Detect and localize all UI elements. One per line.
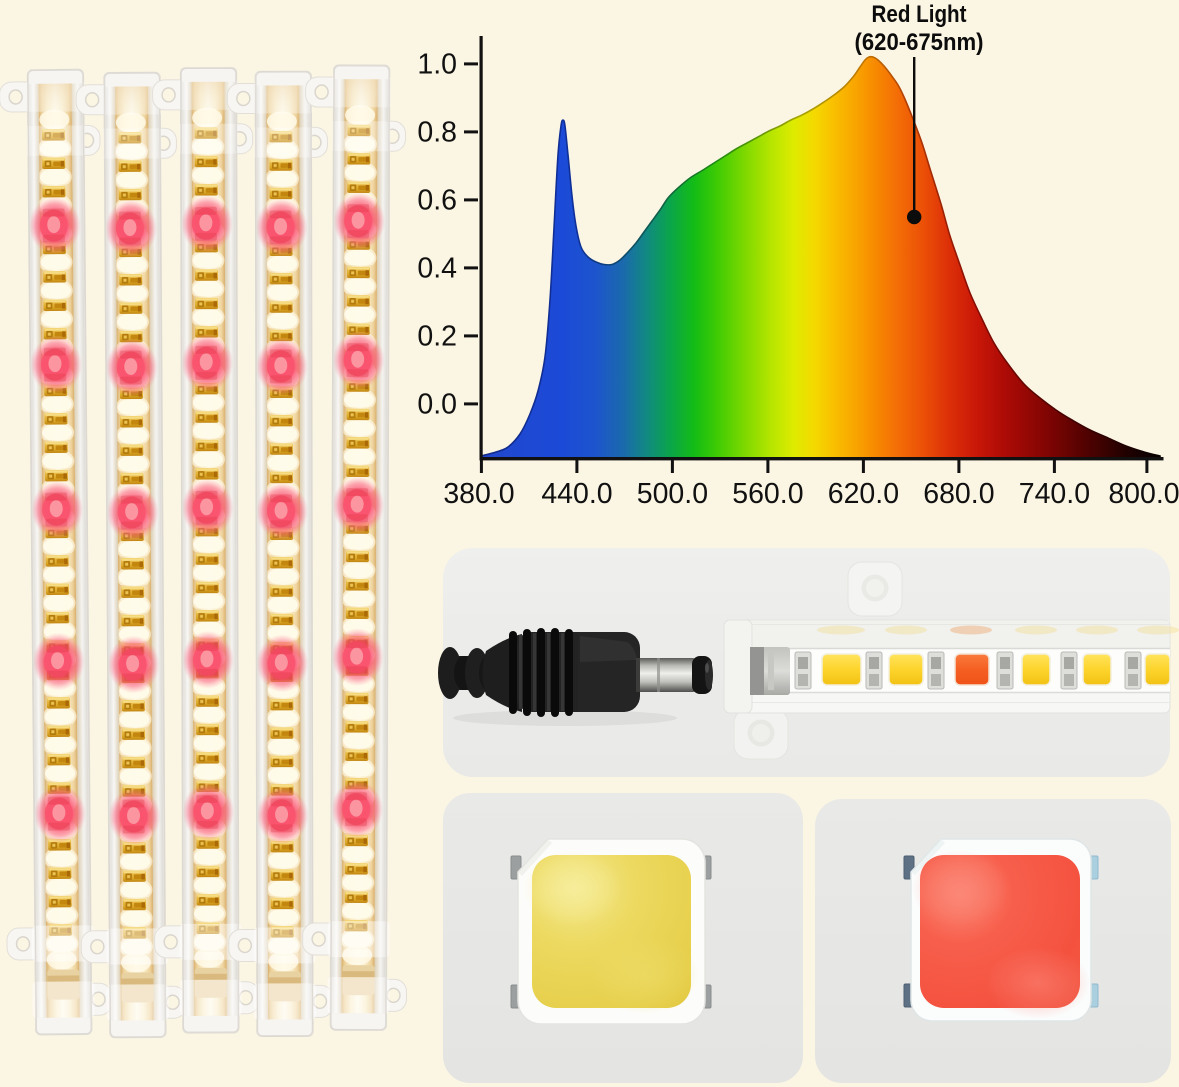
svg-text:560.0: 560.0 xyxy=(732,478,803,510)
svg-text:740.0: 740.0 xyxy=(1019,478,1090,510)
svg-text:440.0: 440.0 xyxy=(541,478,612,510)
svg-text:Red Light: Red Light xyxy=(872,1,967,28)
svg-text:(620-675nm): (620-675nm) xyxy=(855,29,984,56)
svg-text:1.0: 1.0 xyxy=(417,49,457,81)
svg-text:0.8: 0.8 xyxy=(417,117,457,149)
svg-text:620.0: 620.0 xyxy=(828,478,899,510)
svg-text:0.0: 0.0 xyxy=(417,389,457,421)
svg-text:800.0: 800.0 xyxy=(1108,478,1179,510)
svg-text:680.0: 680.0 xyxy=(923,478,994,510)
svg-text:0.4: 0.4 xyxy=(417,253,457,285)
svg-text:500.0: 500.0 xyxy=(637,478,708,510)
svg-text:380.0: 380.0 xyxy=(443,478,514,510)
svg-text:0.6: 0.6 xyxy=(417,185,457,217)
svg-text:0.2: 0.2 xyxy=(417,321,457,353)
